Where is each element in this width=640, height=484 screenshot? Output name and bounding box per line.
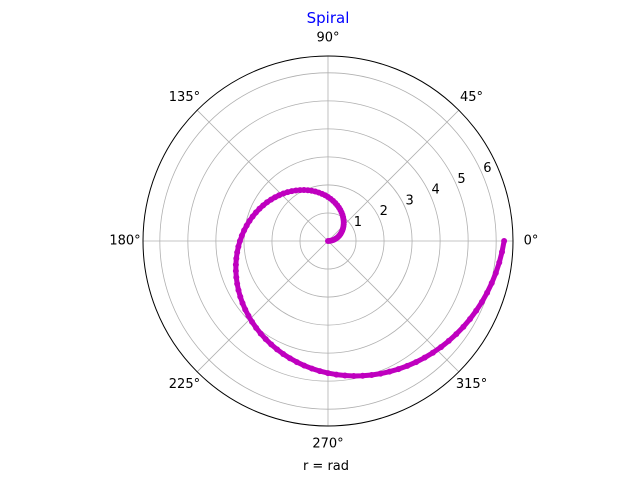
data-point — [473, 307, 480, 314]
data-point — [445, 337, 452, 344]
data-point — [429, 349, 436, 356]
data-point — [437, 344, 444, 351]
data-point — [280, 350, 287, 357]
data-point — [235, 287, 242, 294]
data-point — [395, 366, 402, 373]
spiral-series — [232, 187, 508, 379]
data-point — [234, 280, 241, 287]
data-point — [293, 359, 300, 366]
data-point — [308, 365, 315, 372]
data-point — [256, 205, 263, 212]
data-point — [242, 306, 249, 313]
data-point — [492, 269, 499, 276]
data-point — [368, 371, 375, 378]
data-point — [421, 354, 428, 361]
data-point — [233, 255, 240, 262]
data-point — [488, 280, 495, 287]
data-point — [274, 346, 281, 353]
data-point — [341, 372, 348, 379]
data-point — [478, 298, 485, 305]
data-point — [232, 261, 239, 268]
data-point — [404, 362, 411, 369]
theta-gridline — [196, 240, 329, 373]
r-tick-label: 5 — [457, 172, 465, 187]
theta-tick-label: 225° — [169, 377, 200, 392]
data-point — [234, 249, 241, 256]
data-point — [501, 238, 508, 245]
data-point — [252, 209, 259, 216]
data-point — [377, 370, 384, 377]
theta-tick-label: 0° — [524, 234, 539, 249]
data-point — [249, 318, 256, 325]
data-point — [301, 362, 308, 369]
data-point — [246, 217, 253, 224]
outer-frame — [142, 55, 514, 427]
theta-tick-label: 45° — [460, 90, 483, 105]
theta-tick-label: 90° — [316, 31, 339, 46]
r-tick-label: 6 — [483, 161, 491, 176]
data-point — [238, 232, 245, 239]
data-point — [467, 315, 474, 322]
theta-gridline — [327, 240, 460, 373]
data-point — [243, 222, 250, 229]
data-point — [499, 249, 506, 256]
data-point — [237, 293, 244, 300]
data-point — [232, 267, 239, 274]
r-tick-label: 2 — [380, 204, 388, 219]
data-point — [236, 238, 243, 245]
data-point — [386, 368, 393, 375]
r-tick-label: 3 — [406, 193, 414, 208]
theta-tick-label: 180° — [109, 234, 140, 249]
theta-gridline — [196, 109, 329, 242]
theta-tick-label: 135° — [169, 90, 200, 105]
data-point — [333, 371, 340, 378]
data-point — [316, 368, 323, 375]
tick-labels: 1 2 3 4 5 6 0° 45° 90° 135° 180° 225° 270° 315° — [109, 31, 538, 452]
data-point — [484, 289, 491, 296]
data-point — [233, 274, 240, 281]
data-point — [245, 312, 252, 319]
r-tick-label: 4 — [431, 183, 439, 198]
data-point — [253, 324, 260, 331]
data-point — [460, 323, 467, 330]
theta-tick-label: 270° — [312, 437, 343, 452]
data-point — [241, 227, 248, 234]
data-point — [239, 300, 246, 307]
data-point — [324, 370, 331, 377]
data-point — [359, 372, 366, 379]
x-axis-label: r = rad — [303, 459, 349, 474]
data-point — [268, 341, 275, 348]
data-point — [249, 213, 256, 220]
data-point — [262, 336, 269, 343]
data-point — [413, 359, 420, 366]
chart-title: Spiral — [307, 9, 350, 27]
data-point — [350, 372, 357, 379]
r-tick-label: 1 — [354, 215, 362, 230]
data-point — [496, 259, 503, 266]
theta-tick-label: 315° — [456, 377, 487, 392]
data-point — [453, 331, 460, 338]
data-point — [257, 330, 264, 337]
theta-gridline — [327, 109, 460, 242]
data-point — [235, 243, 242, 250]
data-point — [286, 355, 293, 362]
grid — [143, 56, 513, 426]
